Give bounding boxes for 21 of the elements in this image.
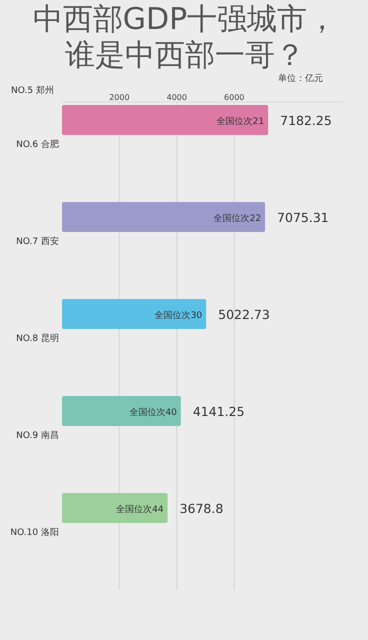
annotation: 全国位次22: [214, 213, 262, 224]
y-tick-label: NO.9 南昌: [16, 430, 59, 441]
data-label: 4141.25: [192, 404, 245, 419]
annotation: 全国位次21: [216, 116, 264, 127]
y-tick-label: NO.7 西安: [16, 236, 59, 247]
y-tick-label: NO.10 洛阳: [10, 527, 59, 538]
title: 中西部GDP十强城市，谁是中西部一哥？: [32, 2, 338, 74]
annotation: 全国位次40: [129, 407, 178, 418]
data-label: 7182.25: [280, 113, 332, 128]
y-tick-label: NO.6 合肥: [16, 139, 59, 150]
annotation: 全国位次30: [154, 310, 202, 321]
data-label: 5022.73: [218, 307, 270, 322]
x-tick-label: 6000: [224, 93, 244, 102]
x-axis-title: 单位：亿元: [278, 73, 323, 84]
data-label: 3678.8: [180, 501, 224, 516]
x-tick-label: 2000: [109, 93, 130, 102]
text: NO.5 郑州: [11, 85, 54, 96]
data-label: 7075.31: [277, 210, 329, 225]
annotation: 全国位次44: [116, 504, 164, 515]
y-tick-label: NO.8 昆明: [16, 333, 59, 344]
x-tick-label: 4000: [166, 93, 187, 102]
